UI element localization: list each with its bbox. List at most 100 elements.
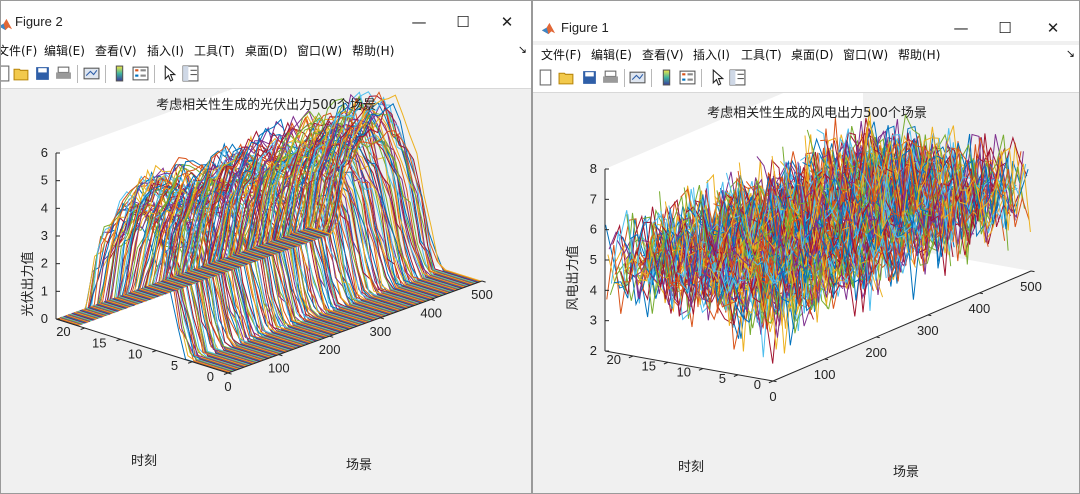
y-tick-label: 10 (128, 347, 142, 362)
series-line (302, 100, 475, 285)
menu-insert[interactable]: 插入(I) (693, 48, 730, 62)
toolbar (533, 65, 1079, 93)
series-line (848, 120, 1017, 265)
series-line (293, 106, 466, 288)
series-line (114, 157, 287, 353)
z-tick-label: 6 (41, 145, 48, 160)
save-icon[interactable] (581, 69, 598, 86)
y-tick-label: 0 (754, 377, 761, 392)
y-tick-mark (628, 355, 634, 359)
save-icon[interactable] (34, 65, 51, 82)
insert-colorbar-icon[interactable] (658, 69, 675, 86)
menu-window[interactable]: 窗口(W) (843, 48, 889, 62)
insert-legend-icon[interactable] (679, 69, 696, 86)
y-tick-mark (187, 361, 193, 364)
series-lines (56, 91, 482, 374)
toolbar-separator (154, 65, 155, 83)
x-tick-mark (876, 336, 880, 339)
x-tick-mark (380, 317, 385, 320)
menu-file[interactable]: 文件(F) (541, 48, 582, 62)
new-figure-icon[interactable] (0, 65, 12, 82)
new-figure-icon[interactable] (537, 69, 554, 86)
x-tick-mark (772, 380, 777, 383)
edit-plot-arrow-icon[interactable] (709, 69, 726, 86)
series-line (289, 120, 462, 289)
insert-colorbar-icon[interactable] (111, 65, 128, 82)
open-file-icon[interactable] (13, 65, 30, 82)
dock-arrow-icon[interactable]: ↘ (1065, 47, 1075, 60)
series-line (838, 133, 1008, 245)
x-tick-mark (927, 314, 932, 317)
y-tick-label: 5 (719, 371, 726, 386)
toolbar-separator (624, 69, 625, 87)
chart-title: 考虑相关性生成的风电出力500个场景 (707, 105, 927, 121)
z-tick-label: 2 (590, 343, 597, 358)
y-tick-label: 5 (171, 358, 178, 373)
close-button[interactable]: ✕ (500, 13, 514, 31)
x-tick-mark (227, 372, 232, 375)
y-tick-label: 20 (607, 352, 621, 367)
menu-view[interactable]: 查看(V) (642, 48, 684, 62)
link-plot-icon[interactable] (83, 65, 100, 82)
menu-desktop[interactable]: 桌面(D) (791, 48, 834, 62)
x-tick-mark (1030, 270, 1035, 273)
series-line (266, 102, 439, 298)
menu-tools[interactable]: 工具(T) (194, 44, 235, 58)
x-tick-mark (824, 358, 829, 361)
close-button[interactable]: ✕ (1046, 19, 1060, 37)
x-tick-mark (329, 335, 334, 338)
print-icon[interactable] (602, 69, 619, 86)
toolbar-separator (105, 65, 106, 83)
menu-desktop[interactable]: 桌面(D) (245, 44, 288, 58)
title-bar[interactable]: Figure 1 — ☐ ✕ (533, 1, 1079, 41)
menu-help[interactable]: 帮助(H) (898, 48, 941, 62)
z-axis-label: 光伏出力值 (20, 251, 36, 316)
x-tick-label: 100 (268, 361, 290, 376)
title-bar[interactable]: Figure 2 — ☐ ✕ (1, 1, 531, 41)
menu-tools[interactable]: 工具(T) (741, 48, 782, 62)
z-tick-label: 5 (590, 252, 597, 267)
y-tick-mark (663, 361, 669, 365)
maximize-button[interactable]: ☐ (456, 13, 470, 31)
y-tick-mark (116, 338, 121, 342)
maximize-button[interactable]: ☐ (998, 19, 1012, 37)
series-line (850, 133, 1020, 245)
property-inspector-icon[interactable] (182, 65, 199, 82)
dock-arrow-icon[interactable]: ↘ (517, 43, 527, 56)
print-icon[interactable] (55, 65, 72, 82)
z-tick-label: 4 (590, 282, 597, 297)
menu-help[interactable]: 帮助(H) (352, 44, 395, 58)
y-tick-mark (80, 327, 85, 330)
open-file-icon[interactable] (558, 69, 575, 86)
toolbar (1, 61, 531, 89)
figure-window-1[interactable]: Figure 1 — ☐ ✕ 文件(F) 编辑(E) 查看(V) 插入(I) 工… (532, 0, 1080, 494)
property-inspector-icon[interactable] (729, 69, 746, 86)
series-line (184, 130, 357, 327)
series-lines (605, 108, 1031, 364)
menu-file[interactable]: 文件(F) (0, 44, 38, 58)
series-line (662, 207, 832, 303)
menu-edit[interactable]: 编辑(E) (591, 48, 632, 62)
figure-window-2[interactable]: Figure 2 — ☐ ✕ 文件(F) 编辑(E) 查看(V) 插入(I) 工… (0, 0, 532, 494)
minimize-button[interactable]: — (953, 19, 969, 37)
series-line (300, 91, 473, 286)
menu-window[interactable]: 窗口(W) (297, 44, 343, 58)
plot-area[interactable]: 0 100 200 300 400 500 0 5 10 15 20 2 3 4 5 6 7 8 考虑相关性生成的风… (533, 93, 1079, 493)
edit-plot-arrow-icon[interactable] (161, 65, 178, 82)
series-line (267, 104, 441, 297)
menu-view[interactable]: 查看(V) (95, 44, 137, 58)
x-tick-label: 400 (420, 305, 442, 320)
x-tick-mark (481, 280, 486, 283)
plot-area[interactable]: 0 100 200 300 400 500 0 5 10 15 20 0 1 2 3 4 5 6 考虑相关性生成的光… (1, 89, 531, 493)
insert-legend-icon[interactable] (132, 65, 149, 82)
axes-3d[interactable]: 0100200300400500051015200123456考虑相关性生成的光… (1, 89, 532, 494)
x-tick-mark (431, 298, 435, 302)
menu-bar: 文件(F) 编辑(E) 查看(V) 插入(I) 工具(T) 桌面(D) 窗口(W… (1, 41, 531, 61)
axes-3d[interactable]: 0 100 200 300 400 500 0 5 10 15 20 2 3 4 5 6 7 8 考虑相关性生成的风… (533, 93, 1080, 494)
menu-edit[interactable]: 编辑(E) (44, 44, 85, 58)
minimize-button[interactable]: — (411, 13, 427, 31)
z-tick-label: 4 (41, 200, 48, 215)
menu-insert[interactable]: 插入(I) (147, 44, 184, 58)
y-tick-mark (698, 368, 704, 371)
link-plot-icon[interactable] (629, 69, 646, 86)
